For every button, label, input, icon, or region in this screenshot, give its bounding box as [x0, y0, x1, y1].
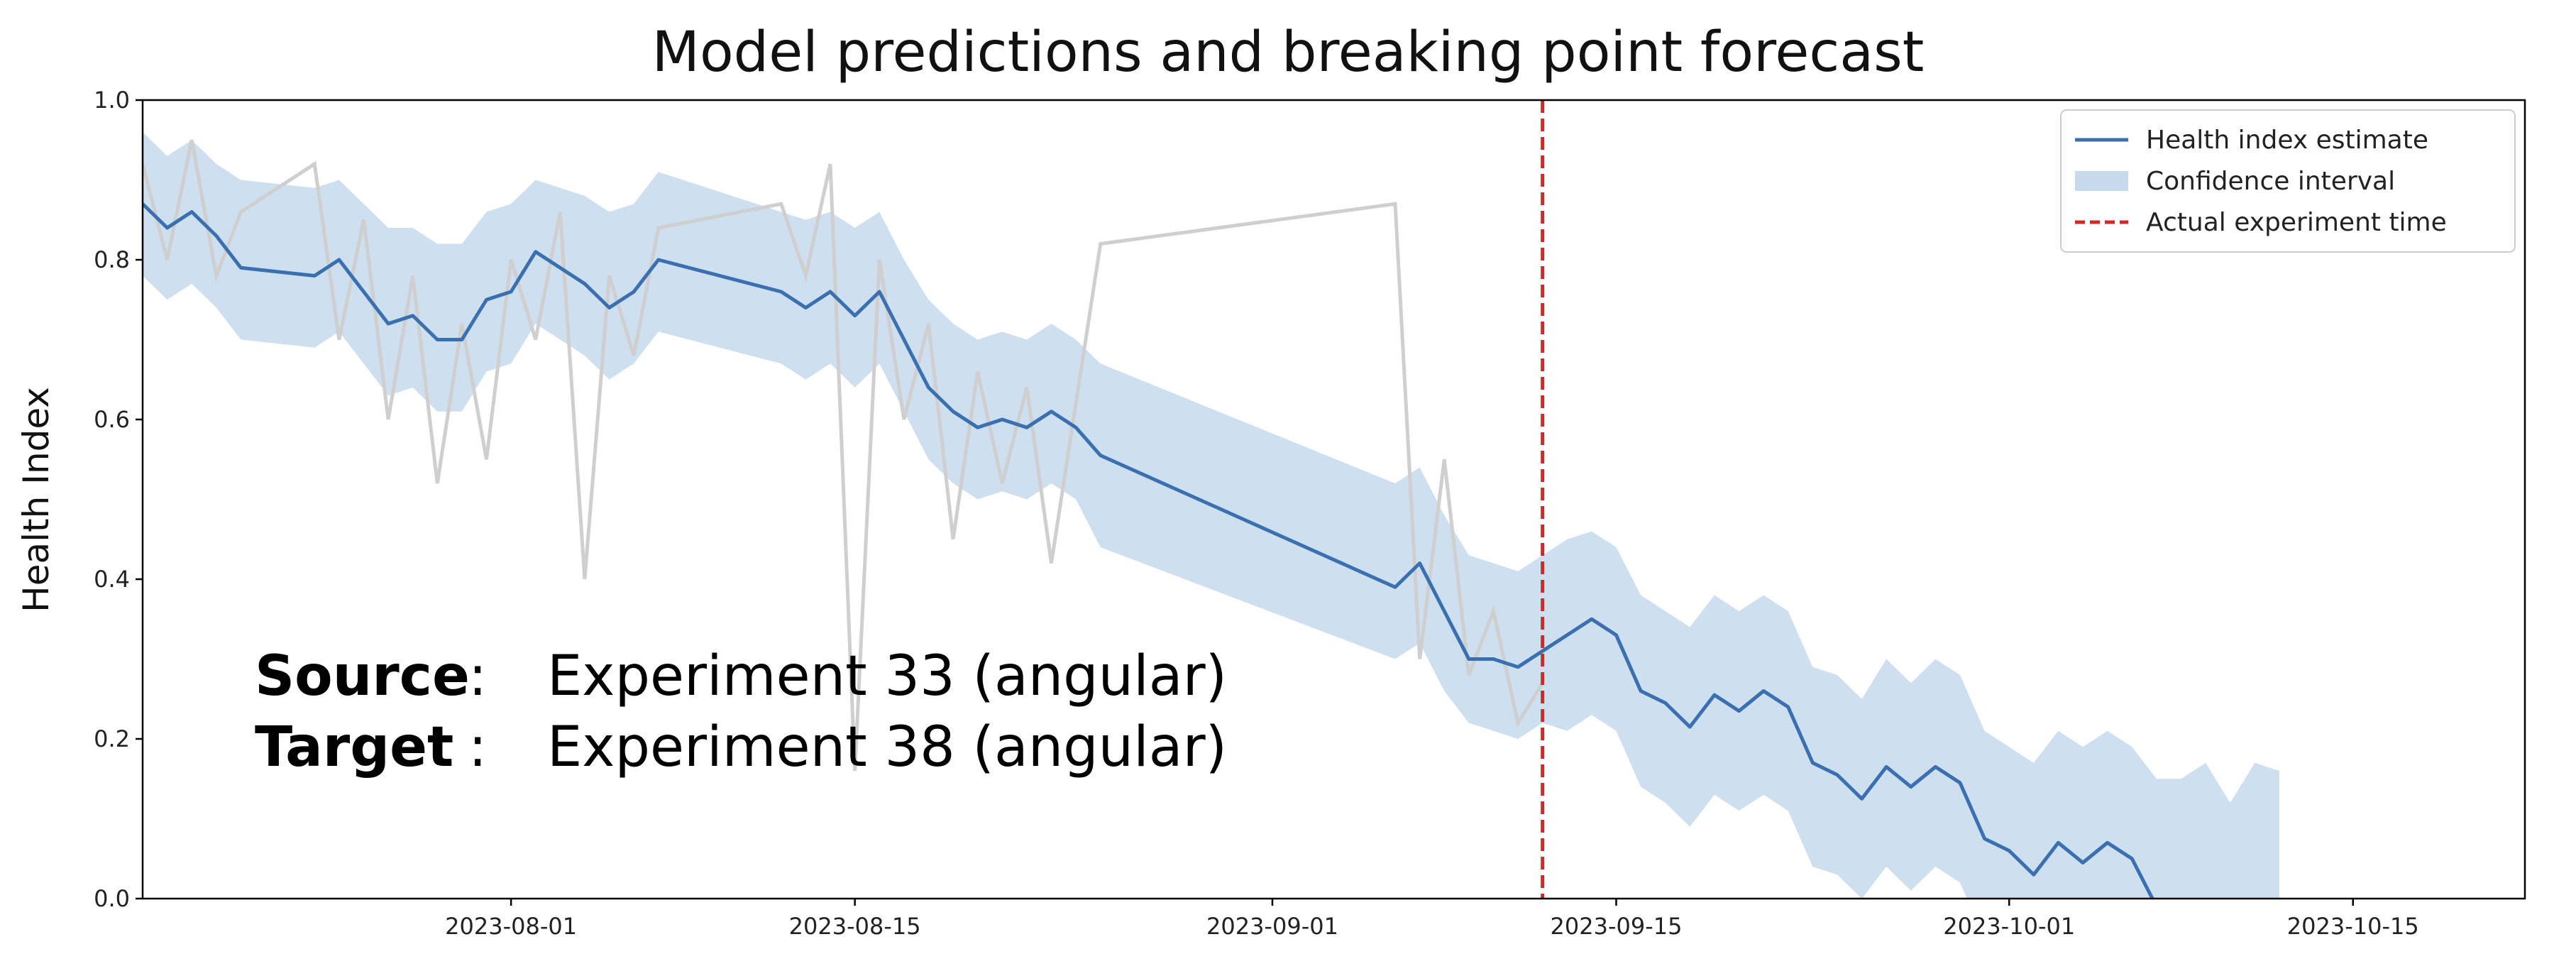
- x-tick-label: 2023-08-01: [445, 913, 577, 940]
- annotation-text: Experiment 33 (angular): [547, 644, 1227, 708]
- y-tick-label: 0.2: [94, 725, 130, 752]
- x-tick-label: 2023-08-15: [789, 913, 921, 940]
- raw-line: [143, 139, 1544, 772]
- legend-band: Confidence interval: [2146, 167, 2395, 196]
- confidence-band: [143, 132, 2279, 899]
- annotation-separator: :: [468, 715, 487, 779]
- axes-frame: [141, 99, 2526, 900]
- annotation-separator: :: [468, 644, 487, 708]
- y-tick-label: 0.8: [94, 246, 130, 273]
- chart-title: Model predictions and breaking point for…: [652, 21, 1925, 84]
- x-tick-label: 2023-10-15: [2287, 913, 2419, 940]
- y-tick-label: 1.0: [94, 87, 130, 114]
- legend-box: [2060, 109, 2516, 253]
- y-axis-label: Health Index: [16, 387, 57, 613]
- annotation-label: Source: [255, 644, 470, 708]
- y-tick-label: 0.0: [94, 885, 130, 912]
- x-tick-label: 2023-09-01: [1206, 913, 1338, 940]
- legend-vline: Actual experiment time: [2146, 208, 2447, 237]
- legend-line: Health index estimate: [2146, 126, 2428, 155]
- x-tick-label: 2023-09-15: [1551, 913, 1683, 940]
- annotation-text: Experiment 38 (angular): [547, 715, 1227, 779]
- plot-area: [143, 132, 2279, 899]
- y-tick-label: 0.6: [94, 406, 130, 433]
- annotation-label: Target: [255, 715, 453, 779]
- y-tick-label: 0.4: [94, 566, 130, 593]
- x-tick-label: 2023-10-01: [1943, 913, 2075, 940]
- estimate-line: [143, 202, 2154, 899]
- legend-swatch: [2075, 171, 2128, 191]
